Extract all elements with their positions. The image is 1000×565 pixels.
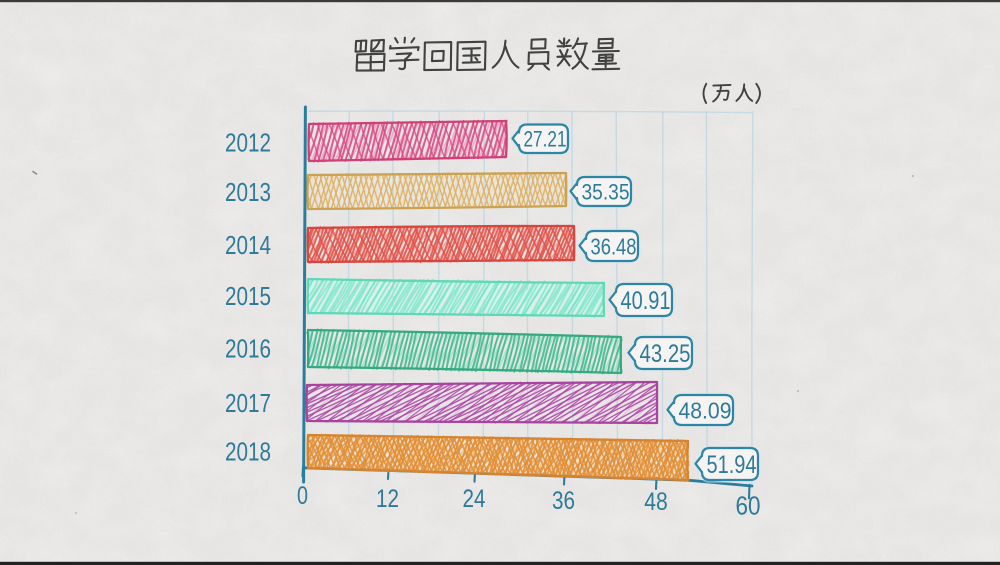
svg-text:24: 24 xyxy=(463,485,486,513)
svg-text:2015: 2015 xyxy=(225,281,271,311)
svg-text:2012: 2012 xyxy=(225,128,271,158)
svg-text:2014: 2014 xyxy=(225,230,271,260)
svg-text:48: 48 xyxy=(644,488,668,516)
svg-text:48.09: 48.09 xyxy=(679,397,732,423)
svg-text:2016: 2016 xyxy=(225,334,271,364)
svg-text:0: 0 xyxy=(297,482,308,510)
svg-text:35.35: 35.35 xyxy=(582,180,630,205)
svg-text:2018: 2018 xyxy=(225,437,271,467)
svg-text:2017: 2017 xyxy=(225,388,271,418)
svg-text:36.48: 36.48 xyxy=(591,233,637,259)
svg-text:36: 36 xyxy=(552,487,575,515)
svg-text:40.91: 40.91 xyxy=(621,287,671,315)
svg-text:27.21: 27.21 xyxy=(524,127,567,152)
svg-text:12: 12 xyxy=(376,485,399,513)
svg-text:43.25: 43.25 xyxy=(640,340,691,368)
svg-text:2013: 2013 xyxy=(225,177,271,207)
svg-text:60: 60 xyxy=(736,491,761,521)
svg-text:51.94: 51.94 xyxy=(707,451,757,479)
